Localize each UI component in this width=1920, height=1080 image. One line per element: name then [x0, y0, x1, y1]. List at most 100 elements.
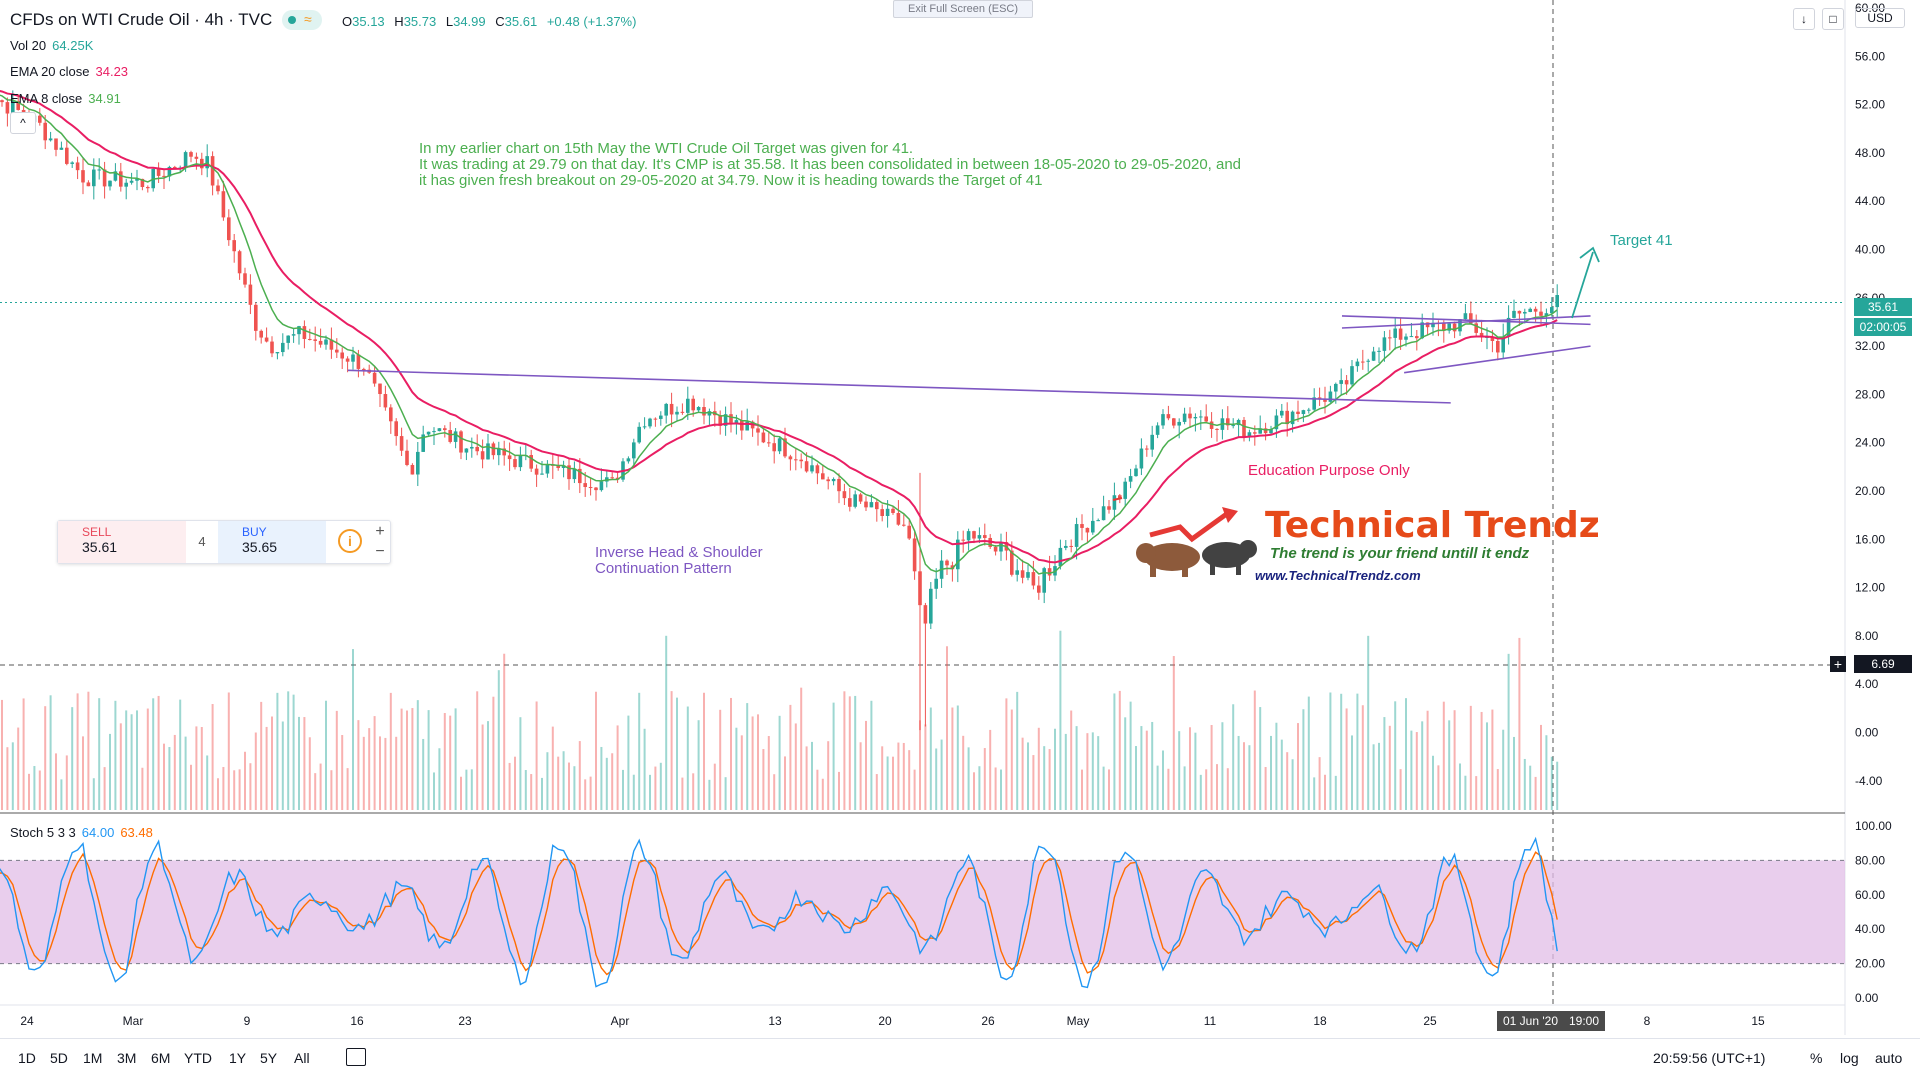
- timeframe-ytd[interactable]: YTD: [184, 1050, 212, 1066]
- candle-body: [1280, 410, 1284, 416]
- volume-bar: [1043, 746, 1046, 810]
- volume-bar: [1378, 742, 1380, 810]
- time-tick-label: 18: [1313, 1014, 1327, 1028]
- volume-bar: [1027, 742, 1029, 810]
- candle-body: [1442, 323, 1446, 331]
- candle-body: [254, 304, 258, 331]
- volume-bar: [740, 735, 743, 810]
- candle-body: [0, 100, 4, 103]
- buy-button[interactable]: BUY 35.65: [218, 521, 326, 563]
- volume-bar: [1480, 711, 1483, 810]
- candle-body: [1085, 527, 1090, 533]
- timeframe-1m[interactable]: 1M: [83, 1050, 103, 1066]
- candle-body: [950, 565, 955, 570]
- candle-body: [1523, 311, 1527, 314]
- volume-bar: [1361, 705, 1364, 810]
- volume-bar: [1189, 727, 1191, 810]
- crosshair-date-chip: 01 Jun '20: [1497, 1011, 1565, 1031]
- volume-bar: [681, 777, 684, 810]
- sell-button[interactable]: SELL 35.61: [58, 521, 186, 563]
- exit-fullscreen-button[interactable]: Exit Full Screen (ESC): [893, 0, 1033, 18]
- candle-body: [1112, 495, 1117, 510]
- volume-bar: [935, 748, 938, 810]
- candle-body: [1452, 323, 1457, 332]
- add-alert-icon[interactable]: +: [1830, 656, 1846, 672]
- volume-bar: [1264, 767, 1267, 810]
- price-tick-label: 48.00: [1855, 146, 1885, 160]
- volume-bar: [173, 734, 176, 810]
- currency-label[interactable]: USD: [1855, 8, 1905, 28]
- volume-bar: [1070, 710, 1073, 810]
- bar-countdown-tag: 02:00:05: [1854, 318, 1912, 336]
- volume-bar: [1550, 756, 1553, 810]
- candle-body: [1339, 380, 1343, 384]
- market-status-icon[interactable]: ≈: [282, 10, 322, 30]
- date-range-icon[interactable]: [346, 1048, 366, 1066]
- candle-body: [416, 451, 420, 475]
- timeframe-all[interactable]: All: [294, 1050, 310, 1066]
- bull-bear-logo-icon: [1130, 505, 1265, 585]
- candle-body: [696, 407, 701, 411]
- timeframe-1d[interactable]: 1D: [18, 1050, 36, 1066]
- volume-bar: [179, 699, 182, 810]
- candle-body: [329, 339, 334, 350]
- volume-bar: [389, 692, 392, 810]
- candle-body: [1026, 572, 1030, 578]
- candle-body: [1037, 585, 1041, 593]
- volume-bar: [1297, 723, 1299, 810]
- info-icon[interactable]: i: [338, 529, 362, 553]
- candle-body: [1150, 434, 1154, 450]
- candle-body: [756, 428, 760, 433]
- candle-body: [799, 459, 803, 462]
- quantity-field[interactable]: 4: [198, 534, 206, 549]
- volume-bar: [1275, 722, 1278, 810]
- candle-body: [637, 426, 641, 443]
- fullscreen-icon[interactable]: □: [1822, 8, 1844, 30]
- volume-bar: [195, 726, 198, 810]
- price-tick-label: 20.00: [1855, 484, 1885, 498]
- volume-bar: [1243, 742, 1245, 810]
- candle-body: [1020, 570, 1025, 578]
- candle-body: [1101, 506, 1106, 521]
- timeframe-3m[interactable]: 3M: [117, 1050, 137, 1066]
- candle-body: [1064, 545, 1068, 548]
- candle-body: [723, 414, 728, 426]
- ema8-legend[interactable]: EMA 8 close 34.91: [10, 91, 121, 106]
- volume-bar: [703, 692, 705, 810]
- volume-bar: [1388, 725, 1391, 810]
- timeframe-5d[interactable]: 5D: [50, 1050, 68, 1066]
- auto-toggle[interactable]: auto: [1875, 1050, 1903, 1066]
- candle-body: [740, 420, 744, 431]
- candle-body: [59, 147, 64, 150]
- volume-bar: [163, 743, 165, 810]
- volume-bar: [38, 770, 41, 810]
- percent-toggle[interactable]: %: [1810, 1050, 1823, 1066]
- volume-bar: [1405, 698, 1407, 810]
- volume-bar: [249, 763, 252, 810]
- clock-readout[interactable]: 20:59:56 (UTC+1): [1653, 1050, 1766, 1066]
- increase-quantity-button[interactable]: +: [375, 523, 385, 540]
- candle-body: [966, 531, 971, 541]
- candle-body: [1139, 448, 1144, 469]
- log-toggle[interactable]: log: [1840, 1050, 1859, 1066]
- candle-body: [92, 169, 96, 187]
- symbol-title[interactable]: CFDs on WTI Crude Oil · 4h · TVC: [10, 10, 273, 29]
- timeframe-1y[interactable]: 1Y: [229, 1050, 247, 1066]
- candle-body: [75, 162, 80, 171]
- volume-bar: [141, 767, 144, 810]
- candle-body: [356, 354, 361, 369]
- volume-bar: [1097, 736, 1100, 810]
- timeframe-6m[interactable]: 6M: [151, 1050, 171, 1066]
- timeframe-5y[interactable]: 5Y: [260, 1050, 278, 1066]
- ema20-legend[interactable]: EMA 20 close 34.23: [10, 64, 129, 79]
- decrease-quantity-button[interactable]: −: [375, 543, 385, 560]
- download-icon[interactable]: ↓: [1793, 8, 1815, 30]
- stoch-legend[interactable]: Stoch 5 3 3 64.00 63.48: [10, 825, 153, 840]
- volume-legend[interactable]: Vol 20 64.25K: [10, 38, 94, 53]
- candle-body: [1377, 350, 1381, 352]
- candle-body: [632, 442, 636, 459]
- candle-body: [113, 171, 118, 181]
- collapse-legend-icon[interactable]: ^: [10, 112, 36, 134]
- volume-bar: [1372, 744, 1375, 810]
